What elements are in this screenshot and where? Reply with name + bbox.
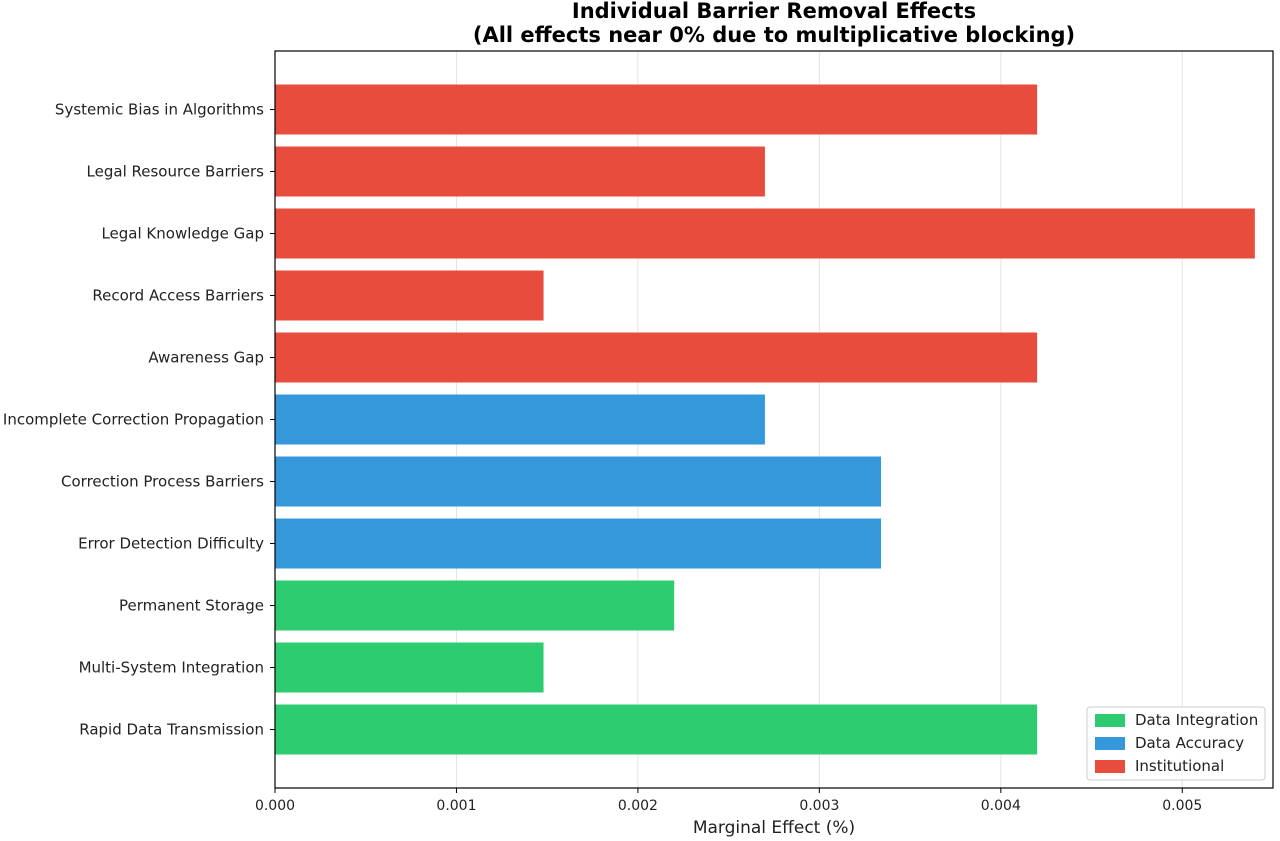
category-label: Rapid Data Transmission	[79, 721, 264, 739]
x-tick-label: 0.000	[255, 798, 295, 814]
x-tick-label: 0.002	[618, 798, 658, 814]
bar	[275, 518, 882, 569]
category-label: Correction Process Barriers	[61, 473, 264, 491]
category-label: Multi-System Integration	[79, 659, 264, 677]
x-tick-label: 0.003	[799, 798, 839, 814]
legend-label: Data Accuracy	[1135, 734, 1244, 752]
bar	[275, 394, 765, 445]
category-label: Awareness Gap	[148, 349, 264, 367]
x-tick-label: 0.001	[436, 798, 476, 814]
bar	[275, 642, 544, 693]
chart-title: Individual Barrier Removal Effects	[572, 0, 976, 23]
legend-box	[1086, 706, 1266, 781]
x-tick-label: 0.004	[981, 798, 1021, 814]
legend: Data Integration Data Accuracy Institution…	[1086, 706, 1266, 781]
category-label: Incomplete Correction Propagation	[3, 411, 264, 429]
legend-label: Data Integration	[1135, 711, 1258, 729]
bar	[275, 704, 1038, 755]
chart-subtitle: (All effects near 0% due to multiplicati…	[473, 23, 1075, 47]
bars	[275, 84, 1255, 755]
legend-swatch	[1095, 714, 1125, 727]
bar	[275, 332, 1038, 383]
x-tick-label: 0.005	[1162, 798, 1202, 814]
legend-swatch	[1095, 737, 1125, 750]
x-axis-title: Marginal Effect (%)	[693, 818, 855, 838]
legend-label: Institutional	[1135, 757, 1224, 775]
bar	[275, 580, 675, 631]
x-tick-labels: 0.000 0.001 0.002 0.003 0.004 0.005	[255, 788, 1202, 814]
bar	[275, 456, 882, 507]
bar	[275, 84, 1038, 135]
category-label: Record Access Barriers	[92, 287, 264, 305]
category-label: Legal Resource Barriers	[87, 163, 265, 181]
category-label: Error Detection Difficulty	[78, 535, 264, 553]
bar	[275, 270, 544, 321]
bar	[275, 146, 765, 197]
category-label: Legal Knowledge Gap	[101, 225, 264, 243]
category-labels: Systemic Bias in Algorithms Legal Resourc…	[3, 101, 275, 739]
category-label: Permanent Storage	[119, 597, 264, 615]
bar	[275, 208, 1255, 259]
category-label: Systemic Bias in Algorithms	[55, 101, 264, 119]
legend-swatch	[1095, 760, 1125, 773]
